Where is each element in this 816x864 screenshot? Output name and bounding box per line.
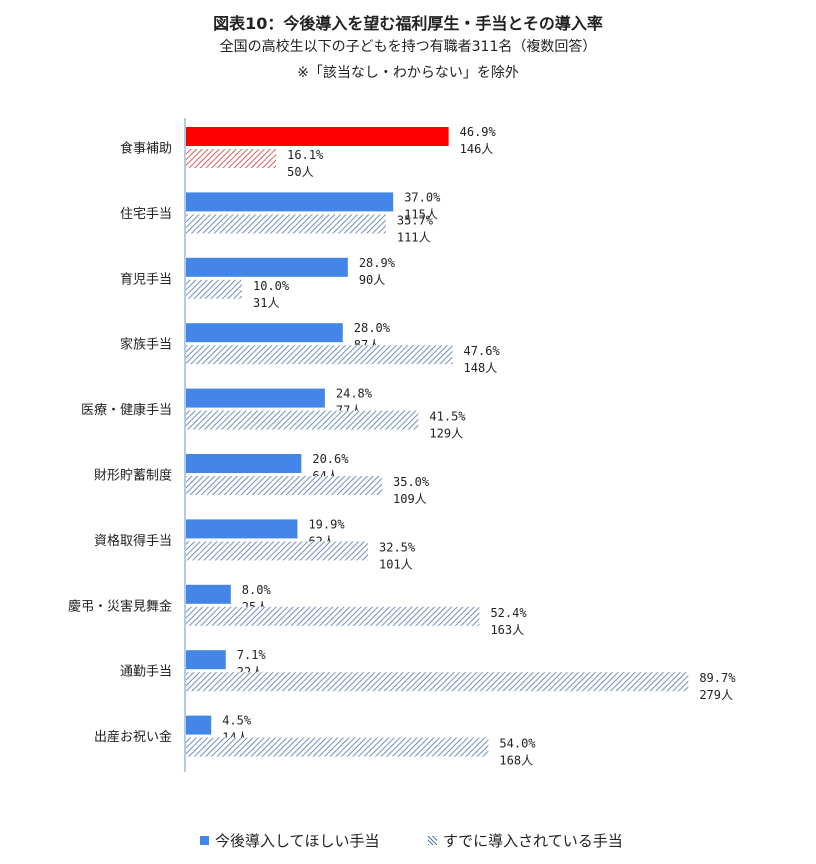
data-label-count: 109人 xyxy=(393,492,427,506)
bar-existing xyxy=(186,214,386,234)
data-label-percent: 10.0% xyxy=(253,279,290,293)
data-label-count: 31人 xyxy=(253,296,279,310)
data-label-percent: 28.9% xyxy=(359,256,396,270)
bar-wanted xyxy=(186,650,226,670)
data-label-percent: 19.9% xyxy=(308,517,345,531)
data-label-count: 168人 xyxy=(499,754,533,768)
data-label-percent: 35.0% xyxy=(393,475,430,489)
data-label-percent: 16.1% xyxy=(287,148,324,162)
bar-wanted xyxy=(186,192,394,212)
chart-subtitle: 全国の高校生以下の子どもを持つ有職者311名（複数回答） xyxy=(219,39,597,55)
category-label: 資格取得手当 xyxy=(94,533,172,549)
data-label-count: 90人 xyxy=(359,273,385,287)
chart-note: ※「該当なし・わからない」を除外 xyxy=(297,65,519,81)
data-label-count: 115人 xyxy=(404,207,438,221)
bar-existing xyxy=(186,737,489,757)
category-label: 家族手当 xyxy=(120,337,172,353)
data-label-percent: 89.7% xyxy=(699,671,736,685)
bar-existing xyxy=(186,149,277,168)
data-label-percent: 28.0% xyxy=(354,321,391,335)
category-label: 慶弔・災害見舞金 xyxy=(68,598,172,614)
data-label-count: 111人 xyxy=(397,230,431,244)
chart-title: 図表10：今後導入を望む福利厚生・手当とその導入率 xyxy=(213,14,603,33)
legend-swatch-hatched xyxy=(428,836,437,845)
category-label: 財形貯蓄制度 xyxy=(94,468,172,484)
category-label: 出産お祝い金 xyxy=(94,729,172,745)
data-label-percent: 8.0% xyxy=(242,583,272,597)
bar-wanted xyxy=(186,584,231,604)
data-label-percent: 41.5% xyxy=(429,410,466,424)
data-label-count: 279人 xyxy=(699,688,733,702)
bar-wanted xyxy=(186,388,325,408)
data-label-percent: 24.8% xyxy=(336,387,373,401)
data-label-count: 129人 xyxy=(429,427,463,441)
data-label-percent: 7.1% xyxy=(237,648,267,662)
bar-wanted xyxy=(186,715,212,735)
bar-existing xyxy=(186,345,453,365)
data-label-percent: 20.6% xyxy=(312,452,349,466)
data-label-count: 101人 xyxy=(379,557,413,571)
legend-label-wanted: 今後導入してほしい手当 xyxy=(215,832,380,850)
bar-wanted xyxy=(186,519,298,539)
legend-item-existing: すでに導入されている手当 xyxy=(428,830,623,851)
category-label: 通勤手当 xyxy=(120,665,172,680)
bar-existing xyxy=(186,476,382,495)
data-label-percent: 35.7% xyxy=(397,213,434,227)
category-label: 住宅手当 xyxy=(120,207,172,222)
bar-existing xyxy=(186,541,368,561)
data-label-count: 163人 xyxy=(490,623,524,637)
data-label-percent: 52.4% xyxy=(490,606,527,620)
bar-wanted xyxy=(186,454,302,473)
bar-wanted xyxy=(186,257,348,277)
category-label: 医療・健康手当 xyxy=(81,402,172,418)
bar-existing xyxy=(186,279,242,299)
data-label-percent: 4.5% xyxy=(222,714,252,728)
bar-existing xyxy=(186,606,480,626)
legend-label-existing: すでに導入されている手当 xyxy=(443,832,623,850)
data-label-percent: 47.6% xyxy=(464,344,501,358)
bar-wanted xyxy=(186,323,343,343)
bar-existing xyxy=(186,672,689,692)
data-label-percent: 32.5% xyxy=(379,540,416,554)
bar-existing xyxy=(186,410,419,430)
data-label-count: 50人 xyxy=(287,165,313,179)
legend-item-wanted: 今後導入してほしい手当 xyxy=(200,830,380,851)
legend-swatch-solid xyxy=(200,836,209,845)
data-label-percent: 37.0% xyxy=(404,190,441,204)
data-label-percent: 54.0% xyxy=(499,737,536,751)
category-label: 食事補助 xyxy=(120,141,172,157)
category-label: 育児手当 xyxy=(120,271,172,287)
data-label-count: 146人 xyxy=(460,142,494,156)
data-label-percent: 46.9% xyxy=(460,125,497,139)
bar-wanted xyxy=(186,127,449,146)
data-label-count: 148人 xyxy=(464,361,498,375)
